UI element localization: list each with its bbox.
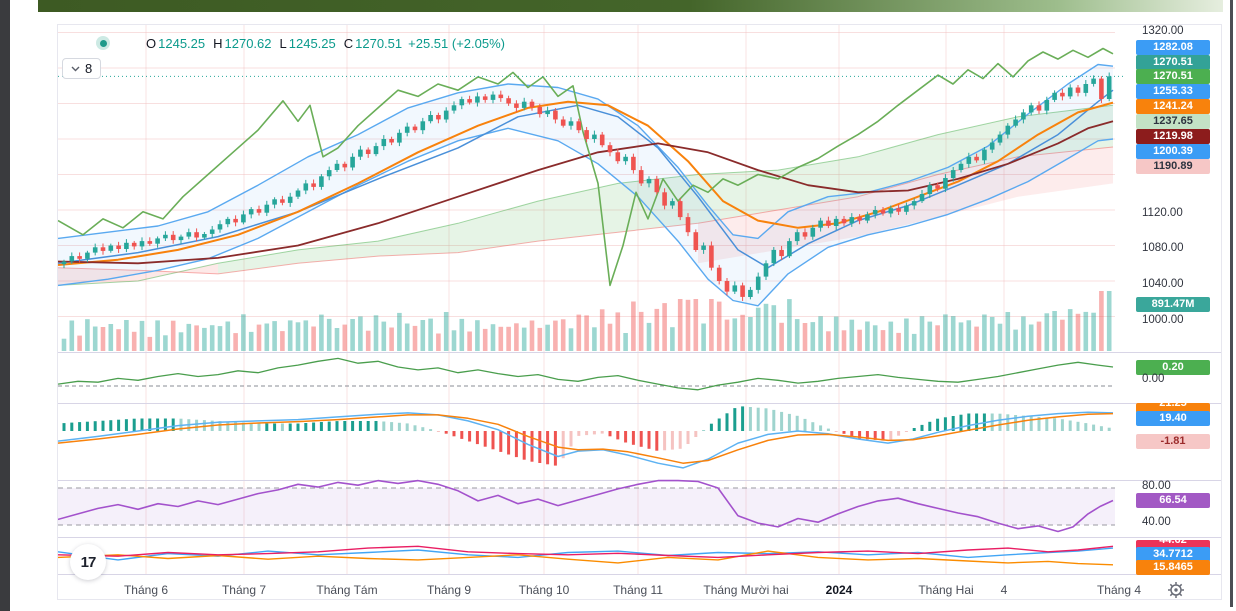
legend-high-key: H xyxy=(213,35,223,51)
ohlc-legend: O 1245.25 H 1270.62 L 1245.25 C 1270.51 … xyxy=(96,34,505,52)
time-axis-label: Tháng Mười hai xyxy=(703,583,789,597)
price-axis-label: 1320.00 xyxy=(1142,25,1184,37)
time-axis[interactable]: Tháng 6 Tháng 7 Tháng Tám Tháng 9 Tháng 10 Th… xyxy=(58,574,1223,601)
right-edge-line xyxy=(1230,0,1233,607)
price-axis-label: 1120.00 xyxy=(1142,207,1183,219)
price-axis-chip: -1.81 xyxy=(1136,433,1210,449)
price-axis-label: 1080.00 xyxy=(1142,242,1184,254)
legend-high-value: 1270.62 xyxy=(224,35,272,51)
price-axis-chip: 0.20 xyxy=(1136,359,1210,375)
tv-logo-text: 17 xyxy=(80,553,97,571)
oscillator-panel xyxy=(58,357,1115,391)
legend-close-value: 1270.51 xyxy=(355,35,403,51)
time-axis-label: Tháng 10 xyxy=(518,583,570,597)
chart-container[interactable]: O 1245.25 H 1270.62 L 1245.25 C 1270.51 … xyxy=(57,24,1222,600)
price-axis-label: 0.00 xyxy=(1142,373,1165,385)
chart-canvas[interactable] xyxy=(58,25,1221,599)
time-axis-label: Tháng 7 xyxy=(221,583,267,597)
price-axis-chip: 1255.33 xyxy=(1136,83,1210,99)
macd-panel xyxy=(58,406,1114,469)
time-axis-label: Tháng 11 xyxy=(613,583,663,597)
series-marker-icon[interactable] xyxy=(96,36,110,50)
price-axis-chip: 1237.65 xyxy=(1136,113,1210,129)
price-axis-chip: 891.47M xyxy=(1136,296,1210,312)
price-axis-chip: 1241.24 xyxy=(1136,98,1210,114)
price-axis-chip: 1282.08 xyxy=(1136,39,1210,55)
tradingview-logo[interactable]: 17 xyxy=(70,544,106,580)
price-axis-chip: 15.8465 xyxy=(1136,559,1210,575)
top-accent-bar xyxy=(38,0,1223,12)
price-axis-chip: 1190.89 xyxy=(1136,158,1210,174)
moving-averages xyxy=(58,47,1114,287)
price-axis-chip: 1270.51 xyxy=(1136,54,1210,70)
legend-change: +25.51 (+2.05%) xyxy=(408,35,505,51)
price-axis-label: 40.00 xyxy=(1142,516,1171,528)
price-axis[interactable]: 1320.00 1282.08 1270.51 1270.51 1255.33 1241.… xyxy=(1136,25,1222,601)
volume-bars xyxy=(61,291,1112,351)
time-axis-label: Tháng 4 xyxy=(1096,583,1142,597)
settings-gear-icon[interactable] xyxy=(1167,581,1185,599)
legend-low-key: L xyxy=(279,35,287,51)
time-axis-label: 2024 xyxy=(825,583,853,597)
price-axis-chip: 1219.98 xyxy=(1136,128,1210,144)
legend-open-key: O xyxy=(146,35,157,51)
price-axis-chip: 44.62 xyxy=(1136,540,1210,550)
interval-dropdown[interactable]: 8 xyxy=(62,58,102,79)
chevron-down-icon xyxy=(71,66,80,71)
price-axis-chip: 34.7712 xyxy=(1136,546,1210,562)
legend-open-value: 1245.25 xyxy=(158,35,206,51)
multi-line-panel xyxy=(58,545,1114,566)
stochastic-panel xyxy=(58,479,1115,533)
interval-label: 8 xyxy=(85,61,93,76)
price-axis-chip: 1270.51 xyxy=(1136,68,1210,84)
panel-dividers xyxy=(58,352,1221,575)
price-axis-label: 1000.00 xyxy=(1142,314,1184,326)
time-axis-label: Tháng Hai xyxy=(918,583,974,597)
price-axis-chip: 66.54 xyxy=(1136,492,1210,508)
left-edge-bar xyxy=(0,0,10,611)
price-axis-chip: 19.40 xyxy=(1136,410,1210,426)
legend-close-key: C xyxy=(343,35,354,51)
bollinger-bands xyxy=(58,63,1114,307)
price-axis-chip: 1200.39 xyxy=(1136,143,1210,159)
time-axis-label: Tháng Tám xyxy=(316,583,378,597)
price-axis-label: 1040.00 xyxy=(1142,278,1184,290)
price-axis-chip: 21.25 xyxy=(1136,403,1210,413)
candlesticks xyxy=(61,72,1112,301)
legend-low-value: 1245.25 xyxy=(288,35,336,51)
time-axis-label: Tháng 6 xyxy=(123,583,169,597)
time-axis-label: Tháng 9 xyxy=(426,583,472,597)
time-axis-label: 4 xyxy=(1000,583,1008,597)
price-axis-label: 80.00 xyxy=(1142,480,1171,492)
